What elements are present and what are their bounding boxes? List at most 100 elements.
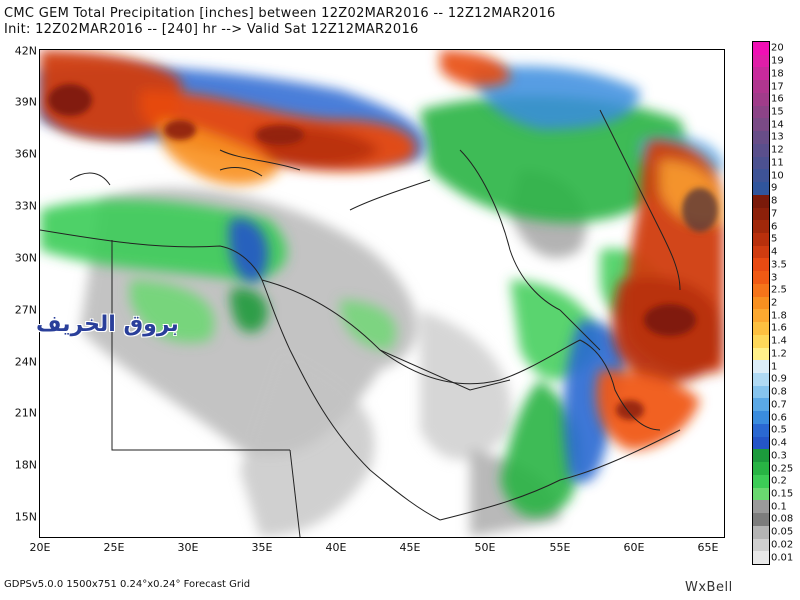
map-title: CMC GEM Total Precipitation [inches] bet… — [4, 6, 556, 21]
map-canvas — [40, 50, 724, 537]
legend-label: 0.4 — [771, 437, 787, 449]
legend-label: 11 — [771, 157, 784, 169]
legend-swatch — [753, 194, 769, 208]
coastlines-and-borders — [40, 109, 681, 537]
init-valid-line: Init: 12Z02MAR2016 -- [240] hr --> Valid… — [4, 22, 419, 37]
legend-swatch — [753, 156, 769, 170]
legend-label: 0.8 — [771, 386, 787, 398]
legend-label: 0.15 — [771, 488, 794, 500]
legend-swatch — [753, 118, 769, 132]
legend-label: 19 — [771, 55, 784, 67]
legend-label: 13 — [771, 131, 784, 143]
legend-label: 0.6 — [771, 412, 787, 424]
legend-label: 0.5 — [771, 424, 787, 436]
legend-swatch — [753, 360, 769, 374]
legend-label: 2.5 — [771, 284, 787, 296]
legend-label: 0.3 — [771, 450, 787, 462]
legend-swatch — [753, 373, 769, 387]
legend-label: 10 — [771, 170, 784, 182]
legend-swatch — [753, 385, 769, 399]
legend-label: 14 — [771, 119, 784, 131]
legend-label: 17 — [771, 81, 784, 93]
legend-swatch — [753, 54, 769, 68]
moderate-precip-green-zone — [40, 96, 686, 518]
lat-label: 18N — [14, 458, 37, 472]
legend-swatch — [753, 398, 769, 412]
legend-label: 16 — [771, 93, 784, 105]
legend-label: 18 — [771, 68, 784, 80]
legend-swatch — [753, 42, 769, 56]
legend-label: 0.08 — [771, 513, 794, 525]
legend-swatch — [753, 220, 769, 234]
lat-label: 15N — [14, 510, 37, 524]
lon-label: 65E — [697, 541, 719, 554]
legend-label: 4 — [771, 246, 778, 258]
legend-label: 0.05 — [771, 526, 794, 538]
lon-label: 45E — [399, 541, 421, 554]
legend-swatch — [753, 67, 769, 81]
legend-swatch — [753, 347, 769, 361]
legend-swatch — [753, 551, 769, 565]
legend-label: 0.02 — [771, 539, 794, 551]
legend-swatch — [753, 474, 769, 489]
lat-label: 21N — [14, 406, 37, 420]
legend-label: 20 — [771, 42, 784, 54]
legend-swatch — [753, 334, 769, 349]
lon-label: 30E — [177, 541, 199, 554]
peak-precip-core — [48, 84, 718, 420]
lat-label: 30N — [14, 251, 37, 265]
wxbell-logo: WxBell — [685, 580, 733, 595]
legend-swatch — [753, 322, 769, 336]
lon-label: 40E — [325, 541, 347, 554]
lon-label: 20E — [29, 541, 51, 554]
legend-swatch — [753, 423, 769, 438]
legend-label: 1.2 — [771, 348, 787, 360]
legend-label: 0.1 — [771, 501, 787, 513]
legend-label: 1.6 — [771, 322, 787, 334]
legend-label: 1.4 — [771, 335, 787, 347]
grid-info: GDPSv5.0.0 1500x751 0.24°x0.24° Forecast… — [4, 579, 251, 590]
precipitation-map — [39, 49, 725, 538]
legend-label: 7 — [771, 208, 778, 220]
legend-label: 9 — [771, 182, 778, 194]
legend-swatch — [753, 182, 769, 196]
legend-swatch — [753, 207, 769, 221]
legend-swatch — [753, 436, 769, 450]
legend-label: 1.8 — [771, 310, 787, 322]
legend-label: 5 — [771, 233, 778, 245]
legend-swatch — [753, 513, 769, 527]
legend-label: 15 — [771, 106, 784, 118]
legend-swatch — [753, 245, 769, 259]
legend-label: 8 — [771, 195, 778, 207]
legend-swatch — [753, 232, 769, 247]
legend-swatch — [753, 462, 769, 476]
lon-label: 25E — [103, 541, 125, 554]
legend-swatch — [753, 538, 769, 552]
lat-label: 39N — [14, 95, 37, 109]
legend-label: 3.5 — [771, 259, 787, 271]
legend-label: 0.25 — [771, 463, 794, 474]
lon-label: 35E — [251, 541, 273, 554]
lat-label: 27N — [14, 303, 37, 317]
legend-swatch — [753, 500, 769, 514]
legend-swatch — [753, 296, 769, 310]
lon-label: 50E — [474, 541, 496, 554]
lat-label: 33N — [14, 199, 37, 213]
legend-label: 12 — [771, 144, 784, 156]
legend-swatch — [753, 258, 769, 272]
legend-swatch — [753, 105, 769, 119]
watermark: بروق الخريف — [36, 312, 179, 337]
legend-label: 0.01 — [771, 552, 794, 564]
legend-swatch — [753, 131, 769, 145]
legend-swatch — [753, 309, 769, 323]
legend-swatch — [753, 449, 769, 463]
lat-label: 24N — [14, 355, 37, 369]
lon-label: 60E — [623, 541, 645, 554]
legend-label: 1 — [771, 361, 778, 373]
legend-label: 6 — [771, 221, 778, 233]
legend-label: 0.9 — [771, 373, 787, 385]
legend-label: 2 — [771, 297, 778, 309]
legend-swatch — [753, 92, 769, 107]
legend-swatch — [753, 525, 769, 540]
lat-label: 42N — [14, 44, 37, 58]
